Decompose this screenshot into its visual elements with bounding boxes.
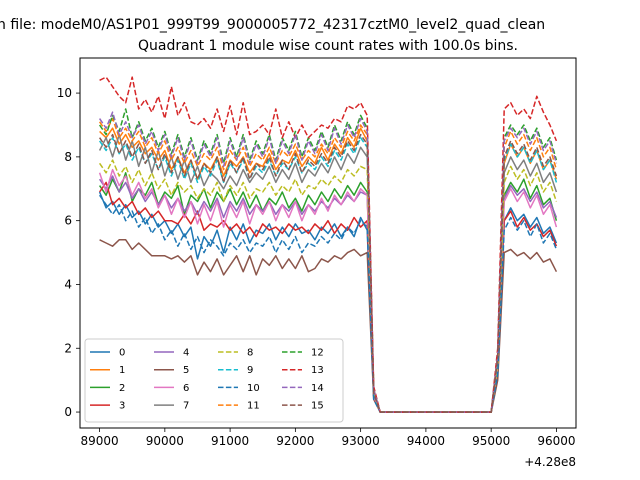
chart-title: Quadrant 1 module wise count rates with … <box>138 38 518 54</box>
x-tick-label-96000: 96000 <box>537 434 575 448</box>
x-tick-label-90000: 90000 <box>146 434 184 448</box>
x-tick-label-93000: 93000 <box>342 434 380 448</box>
y-tick-label-6: 6 <box>64 214 72 228</box>
series-line-9 <box>98 136 558 413</box>
figure-title: n file: modeM0/AS1P01_999T99_9000005772_… <box>0 17 545 33</box>
y-tick-label-4: 4 <box>64 277 72 291</box>
x-offset-label: +4.28e8 <box>524 455 576 469</box>
x-tick-label-91000: 91000 <box>211 434 249 448</box>
legend-label-8: 8 <box>247 348 253 359</box>
series-layer <box>98 76 558 413</box>
legend-label-10: 10 <box>247 383 260 394</box>
y-tick-label-10: 10 <box>57 86 72 100</box>
legend-box <box>84 338 344 423</box>
legend-label-1: 1 <box>119 365 125 376</box>
legend-label-0: 0 <box>119 348 125 359</box>
legend-label-13: 13 <box>311 365 324 376</box>
x-tick-label-92000: 92000 <box>276 434 314 448</box>
legend-label-7: 7 <box>183 401 189 412</box>
legend-label-15: 15 <box>311 401 324 412</box>
legend-label-14: 14 <box>311 383 324 394</box>
legend-label-11: 11 <box>247 401 260 412</box>
x-tick-label-95000: 95000 <box>472 434 510 448</box>
y-tick-label-2: 2 <box>64 341 72 355</box>
x-axis: 89000 90000 91000 92000 93000 94000 95000 96000 <box>80 428 576 448</box>
legend-label-9: 9 <box>247 365 253 376</box>
series-line-15 <box>98 133 558 413</box>
legend-label-3: 3 <box>119 401 125 412</box>
x-tick-label-94000: 94000 <box>407 434 445 448</box>
legend-label-4: 4 <box>183 348 189 359</box>
legend-label-12: 12 <box>311 348 324 359</box>
legend-label-2: 2 <box>119 383 125 394</box>
legend-label-6: 6 <box>183 383 189 394</box>
y-axis: 0 2 4 6 8 10 <box>57 86 80 419</box>
legend-label-5: 5 <box>183 365 189 376</box>
x-tick-label-89000: 89000 <box>80 434 118 448</box>
plot-frame <box>79 57 577 429</box>
series-line-14 <box>98 111 558 413</box>
y-tick-label-0: 0 <box>64 405 72 419</box>
y-tick-label-8: 8 <box>64 150 72 164</box>
